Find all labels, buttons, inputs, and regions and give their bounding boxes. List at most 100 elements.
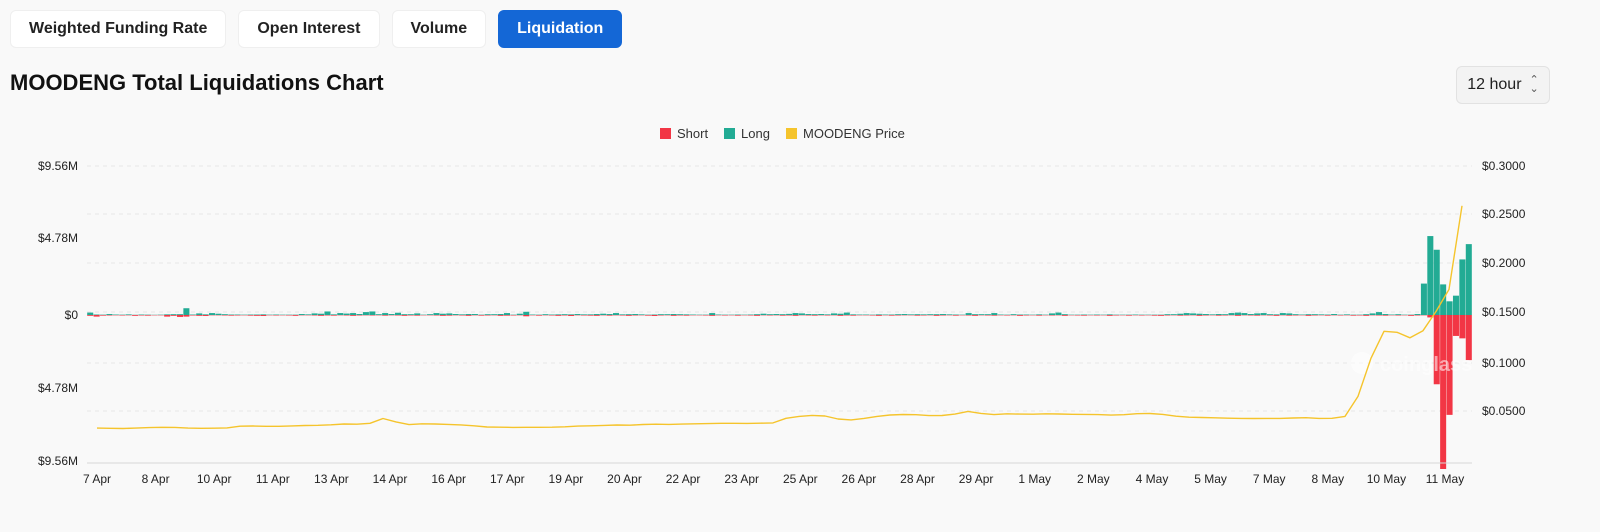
price-series-line[interactable]: [96, 205, 1463, 430]
long-bar[interactable]: [311, 313, 318, 315]
short-bar[interactable]: [792, 315, 799, 316]
short-bar[interactable]: [587, 315, 594, 316]
period-select[interactable]: 12 hour ⌃ ⌄: [1456, 66, 1550, 104]
long-bar[interactable]: [221, 314, 228, 315]
long-bar[interactable]: [125, 314, 132, 315]
long-bar[interactable]: [786, 313, 793, 315]
short-bar[interactable]: [1440, 315, 1447, 469]
long-bar[interactable]: [946, 314, 953, 315]
long-bar[interactable]: [1433, 249, 1440, 315]
long-bar[interactable]: [318, 313, 325, 315]
short-bar[interactable]: [1433, 315, 1440, 385]
short-bar[interactable]: [1350, 315, 1357, 316]
long-bar[interactable]: [927, 314, 934, 315]
long-bar[interactable]: [439, 313, 446, 315]
short-bar[interactable]: [1081, 315, 1088, 316]
long-bar[interactable]: [619, 314, 626, 315]
long-bar[interactable]: [600, 313, 607, 315]
long-bar[interactable]: [1292, 314, 1299, 315]
short-bar[interactable]: [606, 315, 613, 316]
short-bar[interactable]: [292, 315, 299, 316]
long-bar[interactable]: [343, 313, 350, 315]
short-bar[interactable]: [183, 315, 190, 317]
long-bar[interactable]: [1369, 313, 1376, 315]
long-bar[interactable]: [824, 314, 831, 315]
short-bar[interactable]: [625, 315, 632, 316]
short-bar[interactable]: [503, 315, 510, 316]
long-bar[interactable]: [792, 313, 799, 315]
long-bar[interactable]: [638, 314, 645, 315]
long-bar[interactable]: [1420, 283, 1427, 315]
long-bar[interactable]: [1376, 312, 1383, 315]
long-bar[interactable]: [709, 313, 716, 315]
long-bar[interactable]: [1055, 312, 1062, 315]
long-bar[interactable]: [561, 314, 568, 315]
long-bar[interactable]: [87, 312, 94, 315]
short-bar[interactable]: [754, 315, 761, 316]
long-bar[interactable]: [1446, 301, 1453, 315]
short-bar[interactable]: [318, 315, 325, 316]
long-bar[interactable]: [106, 314, 113, 315]
short-bar[interactable]: [1234, 315, 1241, 316]
short-bar[interactable]: [837, 315, 844, 316]
long-bar[interactable]: [754, 314, 761, 315]
long-bar[interactable]: [920, 314, 927, 315]
short-bar[interactable]: [1452, 315, 1459, 336]
long-bar[interactable]: [260, 314, 267, 315]
long-bar[interactable]: [664, 314, 671, 315]
long-bar[interactable]: [382, 313, 389, 315]
long-bar[interactable]: [978, 314, 985, 315]
long-bar[interactable]: [1183, 313, 1190, 315]
long-bar[interactable]: [875, 314, 882, 315]
short-bar[interactable]: [991, 315, 998, 316]
long-bar[interactable]: [394, 312, 401, 315]
short-bar[interactable]: [260, 315, 267, 316]
short-bar[interactable]: [670, 315, 677, 316]
long-bar[interactable]: [497, 314, 504, 315]
long-bar[interactable]: [1343, 314, 1350, 315]
long-bar[interactable]: [362, 312, 369, 315]
long-bar[interactable]: [1177, 313, 1184, 315]
long-bar[interactable]: [612, 313, 620, 315]
long-bar[interactable]: [542, 314, 549, 315]
long-bar[interactable]: [1170, 314, 1177, 315]
short-bar[interactable]: [593, 315, 600, 316]
short-bar[interactable]: [972, 315, 979, 316]
long-bar[interactable]: [1234, 312, 1241, 315]
long-bar[interactable]: [933, 314, 940, 315]
long-bar[interactable]: [298, 314, 305, 315]
long-bar[interactable]: [1363, 314, 1370, 315]
long-bar[interactable]: [939, 314, 947, 315]
long-bar[interactable]: [1305, 314, 1312, 315]
long-bar[interactable]: [183, 308, 190, 315]
short-bar[interactable]: [1151, 315, 1158, 316]
long-bar[interactable]: [215, 313, 222, 315]
long-bar[interactable]: [805, 314, 812, 315]
long-bar[interactable]: [1318, 314, 1325, 315]
long-bar[interactable]: [1106, 314, 1113, 315]
long-bar[interactable]: [1395, 314, 1402, 315]
long-bar[interactable]: [1459, 259, 1466, 315]
long-bar[interactable]: [760, 313, 767, 315]
long-bar[interactable]: [670, 314, 677, 315]
long-bar[interactable]: [1260, 313, 1267, 315]
short-bar[interactable]: [87, 315, 94, 316]
long-bar[interactable]: [850, 314, 857, 315]
long-bar[interactable]: [1241, 313, 1248, 315]
short-bar[interactable]: [439, 315, 446, 316]
short-bar[interactable]: [1408, 315, 1415, 316]
long-bar[interactable]: [202, 314, 209, 315]
short-bar[interactable]: [1125, 315, 1132, 316]
long-bar[interactable]: [766, 314, 773, 315]
long-bar[interactable]: [414, 313, 421, 315]
long-bar[interactable]: [632, 314, 639, 315]
long-bar[interactable]: [196, 313, 203, 315]
long-bar[interactable]: [914, 314, 921, 315]
short-bar[interactable]: [350, 315, 357, 316]
long-bar[interactable]: [773, 314, 780, 315]
legend-label-long[interactable]: Long: [741, 126, 770, 141]
long-bar[interactable]: [901, 314, 908, 315]
short-bar[interactable]: [709, 315, 716, 316]
long-bar[interactable]: [330, 314, 337, 315]
legend-label-short[interactable]: Short: [677, 126, 708, 141]
